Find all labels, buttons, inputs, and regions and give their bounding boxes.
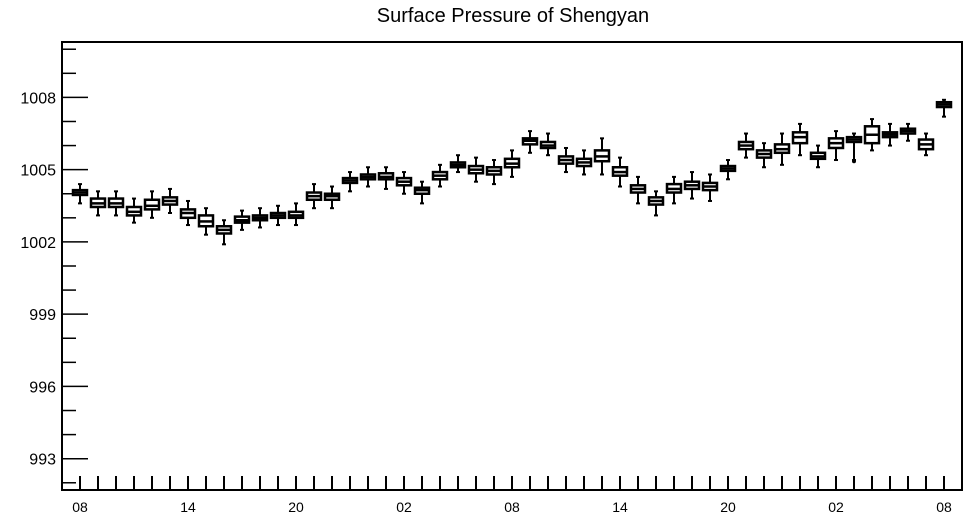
- plot-frame: [61, 41, 963, 491]
- x-tick-label: 02: [828, 499, 844, 515]
- y-tick-label: 993: [29, 452, 56, 469]
- y-tick-label: 1002: [20, 235, 56, 252]
- x-tick-label: 08: [504, 499, 520, 515]
- x-tick-label: 14: [180, 499, 196, 515]
- box-outlier: [852, 159, 856, 164]
- chart-title: Surface Pressure of Shengyan: [376, 5, 650, 27]
- x-tick-label: 08: [936, 499, 952, 515]
- plot-area: 993 996 999 1002 1005 1008 08 14 20 02 08 14 20 02 08: [20, 41, 963, 515]
- y-tick-label: 1005: [20, 163, 56, 180]
- x-tick-label: 14: [612, 499, 628, 515]
- x-tick-label: 20: [720, 499, 736, 515]
- y-tick-label: 996: [29, 379, 56, 396]
- y-tick-label: 999: [29, 307, 56, 324]
- x-tick-label: 20: [288, 499, 304, 515]
- x-tick-label: 02: [396, 499, 412, 515]
- x-tick-label: 08: [72, 499, 88, 515]
- y-tick-label: 1008: [20, 90, 56, 107]
